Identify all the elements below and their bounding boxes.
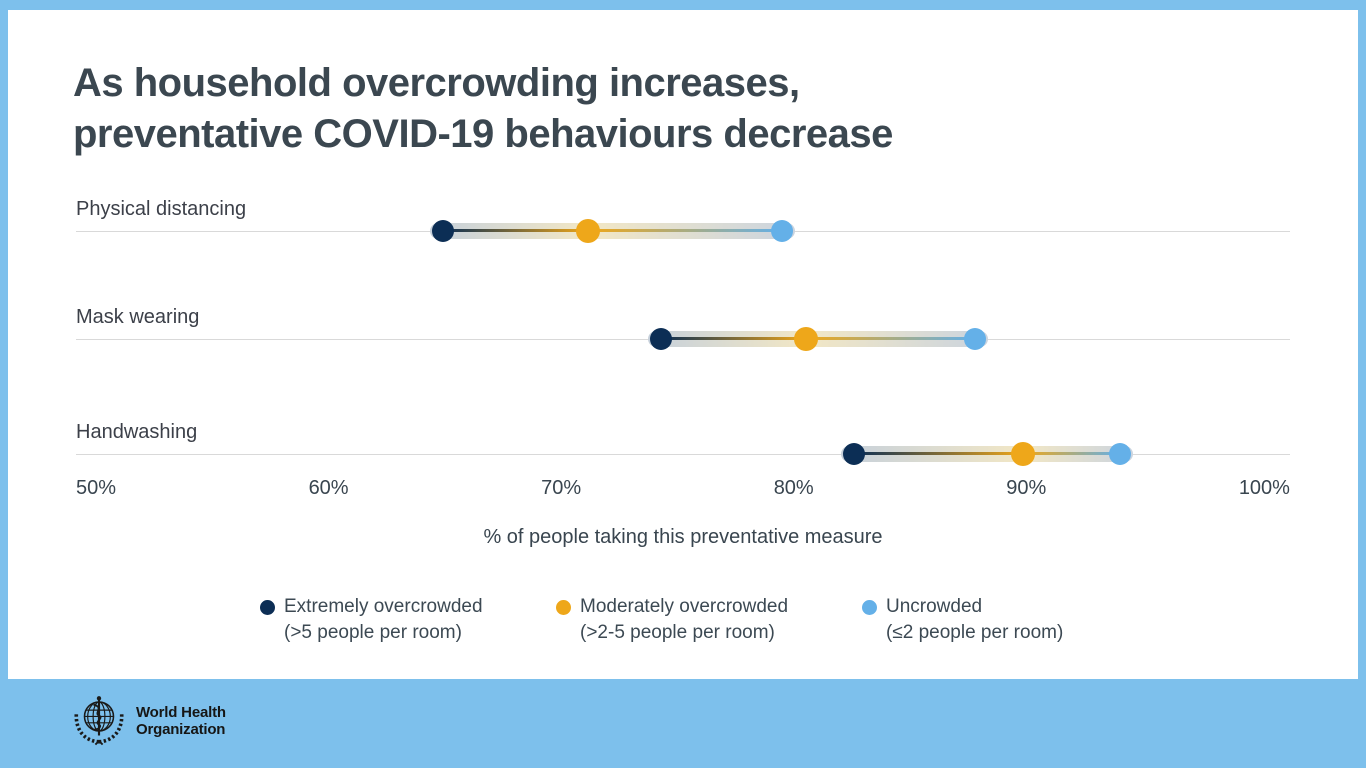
legend-dot-extremely-overcrowded-icon <box>260 600 275 615</box>
legend-sublabel: (>2-5 people per room) <box>580 622 775 643</box>
who-emblem-icon <box>74 696 124 746</box>
dumbbell-connector <box>660 337 975 340</box>
x-tick-60: 60% <box>308 477 349 499</box>
x-tick-90: 90% <box>1006 477 1047 499</box>
x-tick-100: 100% <box>1238 477 1290 499</box>
x-tick-80: 80% <box>773 477 814 499</box>
dumbbell-track <box>81 327 1289 351</box>
legend-label: Uncrowded <box>886 596 983 617</box>
dot-uncrowded <box>1108 443 1131 465</box>
legend-entry-uncrowded: Uncrowded (≤2 people per room) <box>862 594 1063 646</box>
x-axis-caption: % of people taking this preventative mea… <box>483 526 883 548</box>
legend-entry-extremely-overcrowded: Extremely overcrowded (>5 people per roo… <box>260 594 483 646</box>
row-label-physical-distancing: Physical distancing <box>76 198 247 220</box>
chart-title-line2: preventative COVID-19 behaviours decreas… <box>73 112 893 156</box>
legend-entry-moderately-overcrowded: Moderately overcrowded (>2-5 people per … <box>556 594 788 646</box>
x-axis: 50% 60% 70% 80% 90% 100% <box>76 477 1290 500</box>
dumbbell-track <box>81 442 1289 466</box>
dot-moderately-overcrowded <box>576 219 601 243</box>
dot-extremely-overcrowded <box>649 328 672 350</box>
chart-title: As household overcrowding increases, pre… <box>73 58 893 160</box>
x-tick-50: 50% <box>76 477 117 499</box>
who-wordmark-line2: Organization <box>136 721 226 738</box>
legend-dot-moderately-overcrowded-icon <box>556 600 571 615</box>
legend-sublabel: (>5 people per room) <box>284 622 462 643</box>
chart-card: As household overcrowding increases, pre… <box>8 10 1358 679</box>
row-label-handwashing: Handwashing <box>76 421 198 443</box>
dot-uncrowded <box>770 220 793 242</box>
legend-label: Extremely overcrowded <box>284 596 483 617</box>
who-wordmark-line1: World Health <box>136 704 226 721</box>
dumbbell-connector <box>443 229 782 232</box>
x-tick-70: 70% <box>541 477 582 499</box>
footer-band: World Health Organization <box>0 679 1366 768</box>
legend-sublabel: (≤2 people per room) <box>886 622 1064 643</box>
who-wordmark: World Health Organization <box>136 704 226 738</box>
dot-uncrowded <box>963 328 986 350</box>
dot-extremely-overcrowded <box>432 220 455 242</box>
gridline <box>76 454 1290 455</box>
chart-title-line1: As household overcrowding increases, <box>73 61 800 105</box>
dumbbell-connector <box>854 452 1120 455</box>
who-logo: World Health Organization <box>70 692 226 750</box>
legend-dot-uncrowded-icon <box>862 600 877 615</box>
dumbbell-track <box>81 219 1289 243</box>
row-label-mask-wearing: Mask wearing <box>76 306 200 328</box>
legend-label: Moderately overcrowded <box>580 596 789 617</box>
dot-moderately-overcrowded <box>1011 442 1036 466</box>
dot-extremely-overcrowded <box>843 443 866 465</box>
dot-moderately-overcrowded <box>793 327 818 351</box>
